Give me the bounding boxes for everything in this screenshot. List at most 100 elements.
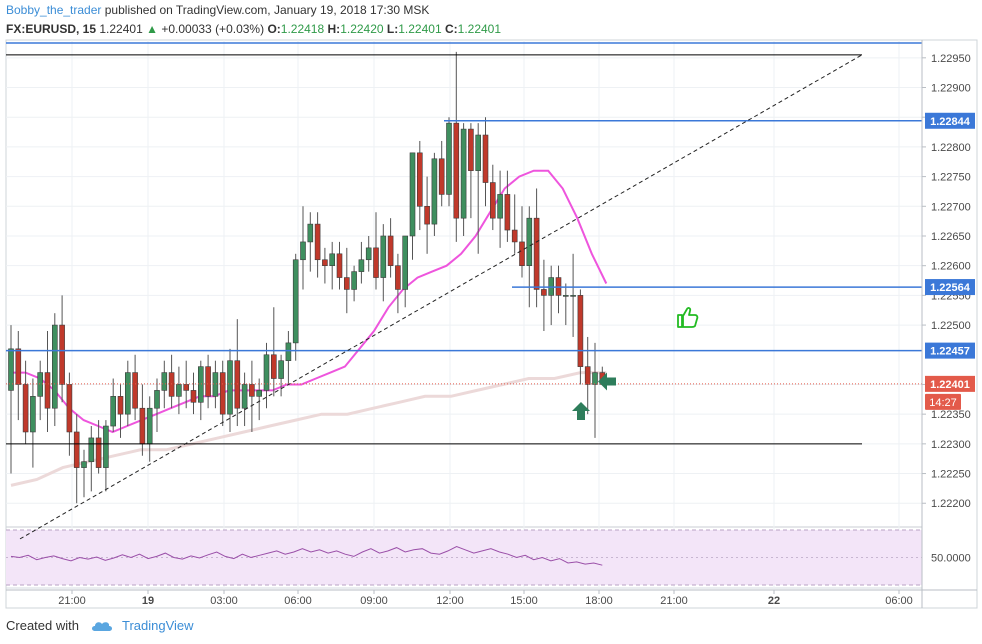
x-tick-label: 21:00 — [58, 595, 86, 607]
candle-body — [300, 241, 306, 261]
candle-body — [519, 241, 525, 266]
candle-body — [395, 265, 401, 290]
candle-body — [139, 407, 146, 445]
candle-body — [482, 134, 489, 183]
chart-grid — [5, 39, 978, 609]
candle-body — [504, 194, 511, 231]
candle-body — [285, 342, 292, 362]
x-tick-label: 22 — [768, 595, 780, 607]
candle-body — [161, 372, 168, 391]
candle-body — [365, 247, 372, 261]
x-tick-label: 06:00 — [284, 595, 312, 607]
candle-body — [117, 396, 124, 415]
candle-body — [168, 372, 175, 397]
candle-body — [44, 372, 51, 409]
candle-body — [205, 366, 211, 397]
footer: Created with TradingView — [6, 618, 194, 633]
ema-fast-line — [11, 169, 608, 434]
candle-body — [37, 372, 44, 397]
candle-body — [314, 223, 321, 261]
tradingview-cloud-icon — [91, 622, 112, 631]
published-text: published on TradingView.com, January 19… — [104, 3, 430, 17]
candle-body — [329, 253, 336, 266]
candle-body — [88, 437, 95, 462]
candle-body — [402, 235, 409, 290]
candle-body — [526, 217, 533, 266]
candle-body — [336, 253, 343, 278]
candle-body — [351, 271, 357, 290]
thumbs-up-shape — [677, 307, 699, 328]
x-tick-label: 18:00 — [585, 595, 613, 607]
candle-body — [125, 372, 131, 415]
candle-body — [409, 152, 416, 237]
tradingview-link[interactable]: TradingView — [122, 618, 194, 633]
last-price: 1.22401 — [99, 22, 143, 36]
candle-body — [307, 223, 314, 243]
candle-body — [103, 425, 109, 468]
countdown-badge — [925, 393, 961, 410]
candle-body — [190, 390, 197, 403]
candle-body — [497, 194, 503, 219]
candle-body — [343, 277, 350, 290]
levels-layer — [6, 42, 922, 540]
y-tick-label: 1.22900 — [931, 83, 971, 95]
candle-body — [81, 461, 87, 468]
high-value: 1.22420 — [340, 22, 384, 36]
y-tick-label: 1.22350 — [931, 409, 971, 421]
candle-body — [51, 324, 58, 409]
outer-frame — [5, 39, 978, 609]
candle-body — [570, 295, 576, 297]
time-axis: 21:00 19 03:00 06:00 09:00 12:00 15:00 18:00 21:… — [6, 589, 977, 607]
candles-layer — [8, 51, 606, 504]
candle-body — [176, 384, 182, 397]
y-tick-label: 1.22650 — [931, 231, 971, 243]
candle-body — [424, 205, 430, 225]
candle-body — [584, 366, 591, 385]
y-tick-label: 1.22500 — [931, 320, 971, 332]
plot-frame — [5, 39, 923, 589]
y-tick-label: 1.22300 — [931, 439, 971, 451]
arrow-left-icon — [598, 372, 616, 391]
candle-body — [183, 384, 189, 391]
candle-body — [15, 348, 22, 385]
price-axis: 1.229501.229001.228501.228001.227501.227… — [921, 40, 975, 608]
symbol-label[interactable]: FX:EURUSD, 15 — [6, 22, 97, 36]
chart-header-ohlc: FX:EURUSD, 15 1.22401 ▲ +0.00033 (+0.03%… — [6, 22, 501, 36]
price-badge-label: 1.22457 — [930, 346, 970, 358]
candle-body — [66, 384, 73, 433]
candle-body — [562, 295, 569, 297]
candle-body — [22, 384, 29, 433]
candle-body — [110, 396, 116, 427]
chart-header-publisher: Bobby_the_trader published on TradingVie… — [6, 3, 429, 17]
candle-body — [263, 354, 270, 391]
candle-body — [73, 431, 80, 468]
candle-body — [241, 384, 248, 409]
arrow-up-shape — [572, 402, 590, 420]
candle-body — [30, 396, 36, 433]
candle-body — [373, 247, 379, 278]
rsi-level-label: 50.0000 — [931, 553, 971, 565]
candle-body — [227, 360, 233, 415]
candle-body — [219, 372, 226, 415]
candle-body — [132, 372, 138, 409]
price-badge — [925, 375, 975, 392]
candle-body — [511, 229, 518, 243]
candle-body — [387, 235, 394, 266]
rsi-line — [10, 545, 603, 566]
price-badge — [925, 342, 975, 359]
candle-body — [468, 128, 474, 171]
candle-body — [249, 384, 255, 397]
candle-body — [453, 122, 460, 219]
y-tick-label: 1.22600 — [931, 261, 971, 273]
candle-body — [256, 390, 263, 397]
low-label: L: — [386, 22, 399, 36]
countdown-label: 14:27 — [929, 397, 957, 409]
rsi-pane — [6, 529, 922, 586]
change-value: +0.00033 (+0.03%) — [161, 22, 265, 36]
author-link[interactable]: Bobby_the_trader — [6, 3, 102, 17]
y-tick-label: 1.22250 — [931, 469, 971, 481]
price-badge-label: 1.22564 — [930, 282, 971, 294]
price-badge — [925, 112, 975, 129]
candle-body — [270, 354, 277, 379]
